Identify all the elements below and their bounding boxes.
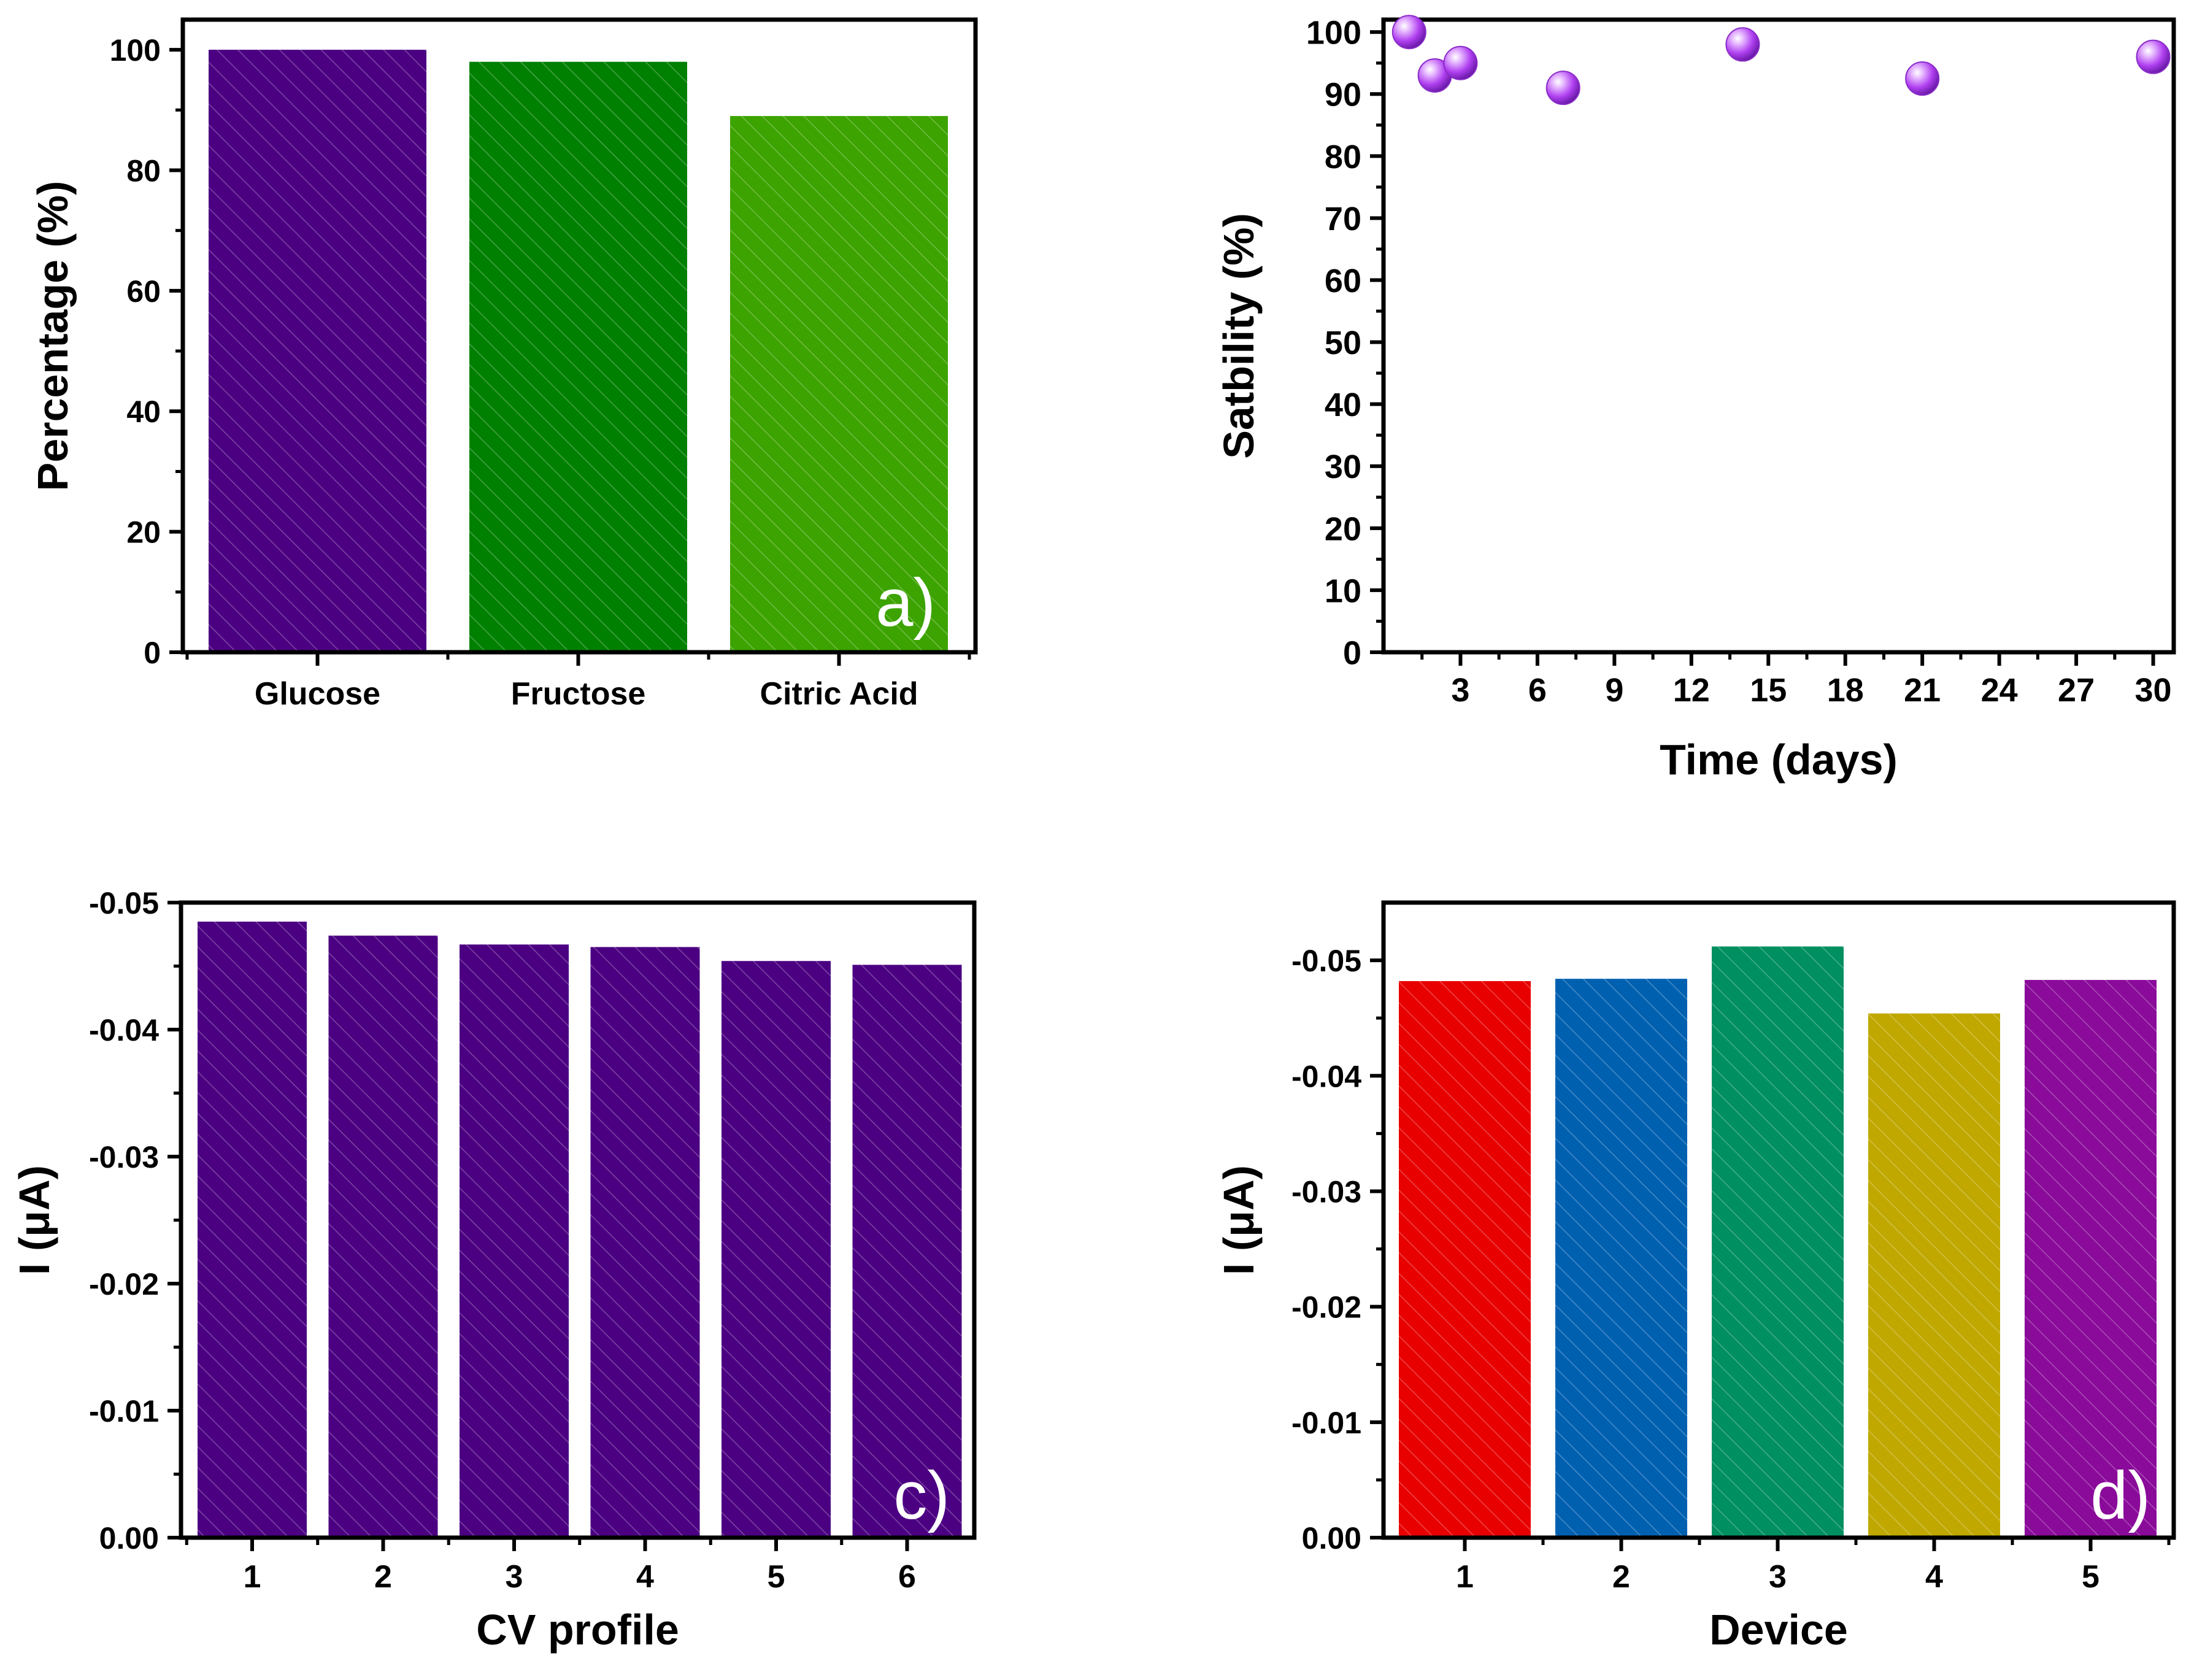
panel-label: a) — [876, 565, 936, 641]
y-tick-label: 20 — [126, 515, 161, 550]
y-tick-label: 40 — [1325, 387, 1361, 423]
y-tick-label: -0.03 — [1291, 1174, 1361, 1209]
x-tick-label: 30 — [2135, 672, 2172, 709]
bar-hatch — [852, 965, 962, 1538]
data-point — [1545, 71, 1580, 106]
x-tick-label: 6 — [898, 1559, 916, 1595]
y-tick-label: -0.01 — [89, 1394, 159, 1428]
y-tick-label: 0 — [144, 636, 161, 670]
y-tick-label: 90 — [1325, 77, 1361, 114]
y-tick-label: 40 — [126, 395, 161, 429]
y-tick-label: -0.02 — [1291, 1290, 1361, 1325]
y-tick-label: -0.01 — [1291, 1406, 1361, 1440]
bar-hatch — [1399, 981, 1531, 1538]
y-tick-label: 0.00 — [99, 1521, 159, 1555]
y-tick-label: -0.04 — [1291, 1059, 1361, 1093]
x-axis-title: Time (days) — [1660, 736, 1898, 784]
plot-frame — [180, 17, 978, 655]
y-axis-title: Satbility (%) — [1215, 213, 1263, 459]
y-tick-label: 60 — [1325, 263, 1361, 299]
data-point — [1391, 15, 1426, 50]
x-tick-label: Glucose — [255, 676, 380, 712]
y-tick-label: 50 — [1325, 325, 1361, 361]
bar-hatch — [460, 944, 569, 1538]
x-tick-label: 5 — [768, 1559, 785, 1595]
x-tick-label: 21 — [1904, 672, 1941, 709]
x-tick-label: 27 — [2058, 672, 2095, 709]
y-tick-label: 0 — [1343, 634, 1361, 671]
x-tick-label: 2 — [374, 1559, 392, 1595]
y-tick-label: 20 — [1325, 511, 1361, 547]
y-tick-label: 80 — [1325, 139, 1361, 175]
data-point — [1443, 45, 1478, 80]
x-tick-label: Fructose — [511, 676, 646, 712]
x-tick-label: Citric Acid — [760, 676, 918, 712]
y-axis-title: I (μA) — [1215, 1165, 1263, 1275]
bar-hatch — [209, 50, 426, 653]
bar-hatch — [1868, 1013, 2000, 1538]
plot-frame — [1381, 17, 2176, 655]
bar-hatch — [1712, 946, 1844, 1538]
x-tick-label: 1 — [244, 1559, 261, 1595]
x-tick-label: 4 — [1925, 1559, 1943, 1595]
y-tick-label: 80 — [126, 153, 161, 188]
y-tick-label: -0.05 — [1291, 944, 1361, 978]
bar-hatch — [2025, 980, 2157, 1538]
y-tick-label: 30 — [1325, 449, 1361, 485]
y-tick-label: 70 — [1325, 201, 1361, 237]
y-tick-label: 10 — [1325, 572, 1361, 609]
bar-hatch — [730, 116, 948, 653]
y-tick-label: 60 — [126, 274, 161, 309]
panel-label: d) — [2090, 1458, 2150, 1533]
panel-label: b) — [2084, 565, 2144, 641]
x-axis-title: CV profile — [476, 1606, 679, 1654]
y-tick-label: 100 — [1306, 15, 1361, 52]
y-tick-label: 0.00 — [1302, 1521, 1361, 1555]
x-tick-label: 12 — [1673, 672, 1710, 709]
x-tick-label: 2 — [1612, 1559, 1630, 1595]
panel-b: 0 10 20 30 40 50 60 70 80 90 100 Satbility (%) 3 6 9 12… — [1215, 15, 2176, 784]
y-tick-label: -0.04 — [89, 1013, 159, 1047]
x-tick-label: 3 — [1769, 1559, 1787, 1595]
bar-hatch — [198, 922, 307, 1538]
x-tick-label: 4 — [636, 1559, 654, 1595]
x-tick-label: 24 — [1981, 672, 2018, 709]
y-tick-label: -0.03 — [89, 1140, 159, 1174]
bar-hatch — [590, 947, 700, 1538]
y-tick-label: -0.02 — [89, 1267, 159, 1301]
x-tick-label: 5 — [2082, 1559, 2099, 1595]
x-tick-label: 3 — [1451, 672, 1469, 709]
bar-hatch — [469, 61, 687, 652]
x-axis-title: Device — [1709, 1606, 1848, 1654]
y-axis-title: Percentage (%) — [29, 181, 77, 491]
data-point — [2136, 39, 2171, 74]
y-tick-label: 100 — [110, 33, 161, 67]
panel-a: Glucose Fructose Citric Acid 0 20 40 60 80 100 Pe… — [29, 17, 978, 712]
x-tick-label: 6 — [1528, 672, 1547, 709]
bar-hatch — [722, 961, 831, 1538]
x-tick-label: 1 — [1456, 1559, 1474, 1595]
bar-hatch — [328, 935, 438, 1538]
x-tick-label: 3 — [506, 1559, 523, 1595]
panel-label: c) — [893, 1458, 950, 1533]
x-tick-label: 9 — [1605, 672, 1623, 709]
data-point — [1905, 61, 1940, 96]
data-point — [1725, 27, 1760, 62]
x-tick-label: 15 — [1750, 672, 1787, 709]
y-tick-label: -0.05 — [89, 886, 159, 920]
plot-frame — [1381, 900, 2176, 1540]
y-axis-title: I (μA) — [10, 1165, 58, 1275]
x-tick-label: 18 — [1827, 672, 1864, 709]
panel-d: 1 2 3 4 5 0.00 -0.01 -0.02 -0.03 -0.04 -0.05 I (μA)… — [1215, 900, 2176, 1654]
panel-c: 1 2 3 4 5 6 0.00 -0.01 -0.02 -0.03 -0.04 -0.05 I (μA… — [10, 886, 977, 1654]
bar-hatch — [1555, 979, 1687, 1538]
